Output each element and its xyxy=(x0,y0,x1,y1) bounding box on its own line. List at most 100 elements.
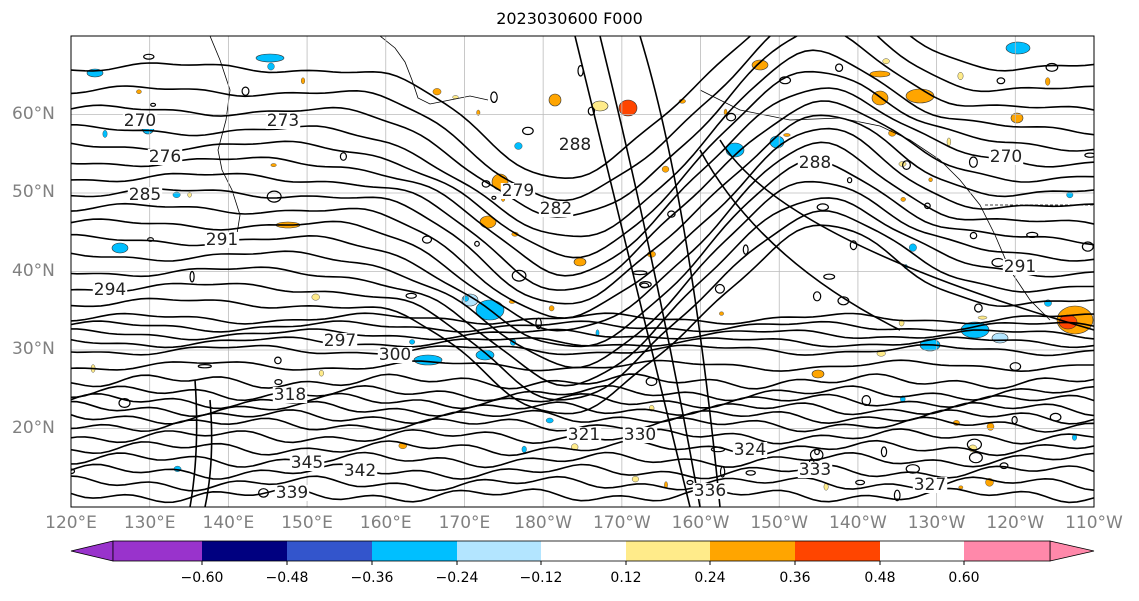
contour-label-background xyxy=(204,232,240,248)
colorbar-segment xyxy=(372,541,457,561)
isentrope-contour xyxy=(71,328,1094,341)
isentrope-contour xyxy=(71,409,1094,425)
closed-contour xyxy=(535,317,542,330)
longitude-tick-label: 120°E xyxy=(45,513,97,533)
contour-label-background xyxy=(342,463,378,479)
isentrope-contour xyxy=(71,100,1094,291)
isentrope-contour xyxy=(71,36,1094,202)
negative-value-region xyxy=(413,354,443,366)
isentrope-contour xyxy=(71,320,1094,333)
contour-value-label: 294 xyxy=(94,280,126,300)
colorbar-tick-label: −0.36 xyxy=(350,570,394,586)
contour-label-background xyxy=(912,477,948,493)
contour-value-label: 276 xyxy=(149,147,181,167)
closed-contour xyxy=(969,231,978,240)
isentrope-contour xyxy=(71,439,1094,457)
negative-value-region xyxy=(111,242,129,254)
negative-value-region xyxy=(102,130,108,138)
colorbar-max-extension xyxy=(1049,540,1095,562)
negative-value-region xyxy=(909,243,917,252)
closed-contour xyxy=(421,235,433,244)
contour-label-background xyxy=(732,442,768,458)
negative-value-region xyxy=(991,332,1009,344)
contour-value-label: 282 xyxy=(540,199,572,219)
closed-contour xyxy=(667,210,676,218)
contour-value-label: 345 xyxy=(291,453,323,473)
isentrope-contour xyxy=(71,312,1094,325)
closed-contour xyxy=(1026,231,1039,238)
negative-value-region xyxy=(255,53,285,63)
contour-value-label: 288 xyxy=(799,153,831,173)
isentrope-contour xyxy=(71,70,1094,259)
colorbar-tick-label: 0.36 xyxy=(779,570,811,586)
closed-contour xyxy=(522,126,534,136)
isentrope-contour xyxy=(719,139,1094,331)
negative-value-region xyxy=(462,295,469,302)
positive-value-region xyxy=(318,370,324,377)
positive-value-region xyxy=(270,163,277,167)
isentrope-contour xyxy=(699,149,901,331)
isentrope-contour xyxy=(204,399,213,507)
colorbar-tick-label: −0.60 xyxy=(180,570,224,586)
closed-contour xyxy=(150,102,157,107)
contour-labels: 270 270 273 276 279 282 285 288 288 291 291 294 297 3… xyxy=(92,111,1038,503)
contour-label-background xyxy=(377,347,413,363)
contour-label-background xyxy=(500,183,536,199)
contour-label-background xyxy=(1002,259,1038,275)
closed-contour xyxy=(779,76,792,85)
contour-value-label: 321 xyxy=(568,425,600,445)
colorbar-tick-label: 0.48 xyxy=(864,570,896,586)
closed-contour xyxy=(924,202,931,210)
closed-contour xyxy=(745,470,756,476)
closed-contour xyxy=(905,464,921,474)
positive-value-region xyxy=(661,165,670,173)
closed-contour xyxy=(645,376,658,387)
positive-value-region xyxy=(905,88,935,104)
longitude-tick-label: 160°E xyxy=(359,513,412,533)
negative-value-region xyxy=(409,339,415,345)
positive-value-region xyxy=(928,177,933,182)
isentrope-contour xyxy=(189,379,198,507)
closed-contour xyxy=(880,446,888,458)
closed-contour xyxy=(809,448,824,461)
alaska-coastline xyxy=(379,36,489,105)
isentrope-contour xyxy=(639,36,721,507)
positive-value-region xyxy=(1045,77,1051,86)
map-title: 2023030600 F000 xyxy=(496,9,643,28)
closed-contour xyxy=(1011,415,1018,425)
latitude-tick-label: 20°N xyxy=(12,417,55,438)
longitude-tick-label: 160°W xyxy=(671,513,730,533)
latitude-tick-label: 40°N xyxy=(12,260,55,281)
positive-value-region xyxy=(548,93,562,107)
closed-contour xyxy=(266,190,282,203)
negative-value-region xyxy=(545,417,554,424)
closed-contour xyxy=(274,356,282,365)
negative-value-region xyxy=(521,445,527,453)
contour-value-label: 327 xyxy=(914,475,946,495)
contour-value-label: 288 xyxy=(559,135,591,155)
positive-value-region xyxy=(946,137,951,146)
contour-label-background xyxy=(988,149,1024,165)
closed-contour xyxy=(511,269,527,282)
longitude-tick-label: 180°W xyxy=(514,513,573,533)
isentrope-contour xyxy=(71,336,1094,349)
closed-contour xyxy=(274,379,283,386)
colorbar xyxy=(70,540,1095,565)
isentrope-contour xyxy=(71,36,1094,218)
contour-value-label: 339 xyxy=(276,483,308,503)
contour-label-background xyxy=(289,455,325,471)
closed-contour xyxy=(846,177,853,184)
closed-contour xyxy=(742,244,749,255)
contour-layer xyxy=(71,36,1094,507)
isentrope-contour xyxy=(599,36,701,507)
isentrope-contour xyxy=(71,49,1094,238)
positive-value-region xyxy=(311,293,320,301)
asia-coastline xyxy=(209,36,241,241)
closed-contour xyxy=(834,63,844,72)
positive-value-region xyxy=(900,197,906,202)
longitude-tick-label: 120°W xyxy=(986,513,1045,533)
positive-value-region xyxy=(958,485,964,490)
contour-value-label: 330 xyxy=(624,425,656,445)
positive-value-region xyxy=(548,305,555,312)
